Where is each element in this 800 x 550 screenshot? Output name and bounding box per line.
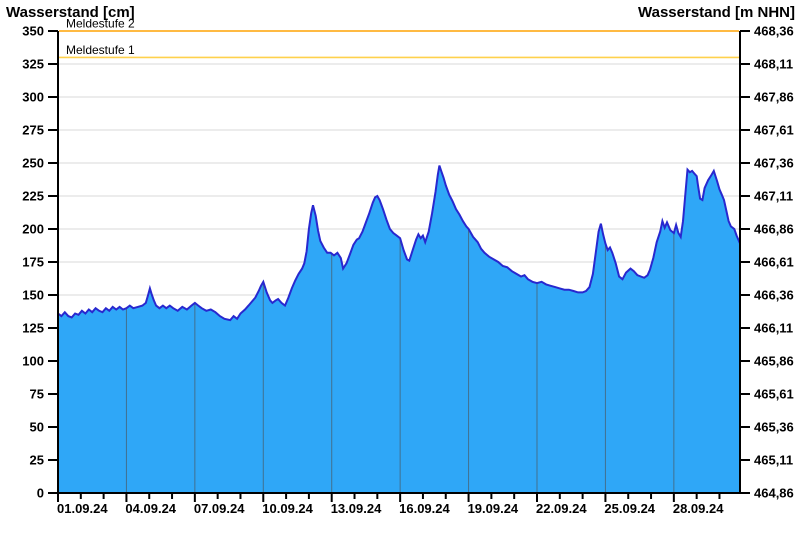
left-tick-label: 175 <box>22 255 44 270</box>
right-tick-label: 467,11 <box>754 189 793 204</box>
right-tick-label: 465,36 <box>754 420 794 435</box>
left-axis-title: Wasserstand [cm] <box>6 4 135 21</box>
left-tick-label: 300 <box>22 90 44 105</box>
x-tick-label: 10.09.24 <box>262 501 313 516</box>
right-tick-label: 467,86 <box>754 90 794 105</box>
left-tick-label: 25 <box>30 453 44 468</box>
left-tick-label: 275 <box>22 123 44 138</box>
right-tick-label: 467,36 <box>754 156 794 171</box>
left-tick-label: 150 <box>22 288 44 303</box>
right-tick-label: 464,86 <box>754 486 794 501</box>
left-tick-label: 225 <box>22 189 44 204</box>
axis-ticks <box>48 30 750 502</box>
right-tick-label: 465,11 <box>754 453 793 468</box>
x-tick-label: 25.09.24 <box>604 501 655 516</box>
x-tick-label: 04.09.24 <box>125 501 176 516</box>
right-tick-label: 466,86 <box>754 222 794 237</box>
left-tick-label: 200 <box>22 222 44 237</box>
water-level-line <box>57 165 741 322</box>
water-level-area <box>58 165 740 493</box>
left-tick-label: 325 <box>22 57 44 72</box>
x-tick-label: 19.09.24 <box>468 501 519 516</box>
right-tick-label: 465,86 <box>754 354 794 369</box>
right-tick-label: 467,61 <box>754 123 794 138</box>
right-tick-label: 465,61 <box>754 387 794 402</box>
right-tick-label: 466,61 <box>754 255 794 270</box>
threshold-label-1: Meldestufe 1 <box>66 43 135 57</box>
x-tick-label: 28.09.24 <box>673 501 724 516</box>
right-axis-title: Wasserstand [m NHN] <box>638 4 795 21</box>
right-tick-label: 468,36 <box>754 24 794 39</box>
x-tick-label: 16.09.24 <box>399 501 450 516</box>
right-tick-label: 466,36 <box>754 288 794 303</box>
left-tick-label: 350 <box>22 24 44 39</box>
left-tick-label: 250 <box>22 156 44 171</box>
x-tick-label: 01.09.24 <box>57 501 108 516</box>
left-tick-label: 125 <box>22 321 44 336</box>
x-tick-label: 22.09.24 <box>536 501 587 516</box>
x-tick-label: 07.09.24 <box>194 501 245 516</box>
left-tick-label: 0 <box>37 486 44 501</box>
threshold-label-2: Meldestufe 2 <box>66 17 135 31</box>
right-tick-label: 466,11 <box>754 321 793 336</box>
left-tick-label: 50 <box>30 420 44 435</box>
x-tick-label: 13.09.24 <box>331 501 382 516</box>
right-tick-label: 468,11 <box>754 57 793 72</box>
left-tick-label: 75 <box>30 387 44 402</box>
left-tick-label: 100 <box>22 354 44 369</box>
